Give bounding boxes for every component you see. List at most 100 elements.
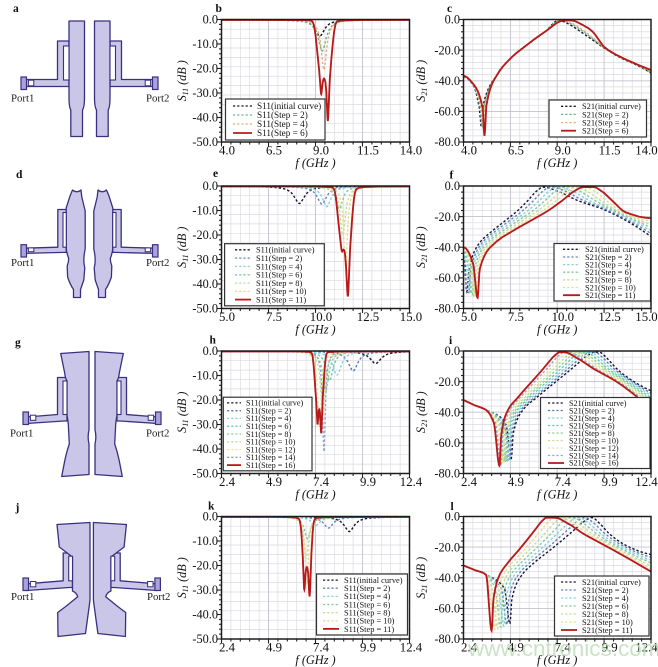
- svg-text:S11(Step = 12): S11(Step = 12): [246, 445, 296, 454]
- svg-text:j: j: [15, 502, 20, 514]
- svg-text:4.0: 4.0: [461, 144, 477, 158]
- svg-text:-20.0: -20.0: [192, 559, 218, 573]
- svg-text:7.5: 7.5: [266, 310, 282, 324]
- svg-text:-20.0: -20.0: [192, 228, 218, 242]
- svg-text:12.5: 12.5: [598, 310, 620, 324]
- svg-text:S11(Step = 6): S11(Step = 6): [246, 422, 292, 431]
- svg-text:7.4: 7.4: [313, 475, 330, 489]
- svg-text:7.4: 7.4: [555, 475, 572, 489]
- svg-text:-20.0: -20.0: [434, 210, 460, 224]
- svg-text:S21(Step = 16): S21(Step = 16): [569, 459, 619, 468]
- svg-text:0.0: 0.0: [203, 179, 218, 193]
- svg-text:-80.0: -80.0: [434, 467, 460, 481]
- svg-text:S21(initial curve): S21(initial curve): [569, 399, 627, 408]
- svg-text:S11(Step = 6): S11(Step = 6): [344, 600, 390, 609]
- svg-text:15.0: 15.0: [635, 310, 657, 324]
- svg-text:f (GHz ): f (GHz ): [537, 156, 577, 170]
- svg-text:9.0: 9.0: [313, 144, 329, 158]
- svg-text:12.4: 12.4: [635, 475, 658, 489]
- svg-text:S11(Step = 4): S11(Step = 4): [257, 119, 308, 129]
- svg-text:f (GHz ): f (GHz ): [295, 488, 335, 502]
- svg-text:f (GHz ): f (GHz ): [537, 323, 577, 337]
- svg-text:S11(initial curve): S11(initial curve): [344, 576, 403, 585]
- svg-text:S21(Step = 11): S21(Step = 11): [582, 626, 633, 635]
- svg-text:11.5: 11.5: [599, 144, 621, 158]
- svg-text:-10.0: -10.0: [192, 37, 218, 51]
- svg-text:4.0: 4.0: [219, 144, 235, 158]
- svg-text:S21(Step = 11): S21(Step = 11): [585, 291, 636, 300]
- svg-text:2.4: 2.4: [219, 641, 236, 655]
- svg-text:0.0: 0.0: [445, 13, 460, 27]
- svg-text:S21(Step = 4): S21(Step = 4): [585, 261, 632, 270]
- svg-text:S21(Step = 14): S21(Step = 14): [569, 451, 619, 460]
- svg-text:15.0: 15.0: [400, 310, 422, 324]
- svg-text:f (GHz ): f (GHz ): [295, 653, 335, 667]
- svg-text:f (GHz ): f (GHz ): [537, 653, 577, 667]
- svg-text:S21(Step = 6): S21(Step = 6): [582, 602, 629, 611]
- svg-text:9.0: 9.0: [555, 144, 571, 158]
- svg-text:2.4: 2.4: [219, 475, 236, 489]
- svg-text:-40.0: -40.0: [434, 405, 460, 419]
- svg-text:Port2: Port2: [146, 428, 169, 440]
- svg-text:12.5: 12.5: [357, 310, 379, 324]
- svg-text:Port1: Port1: [11, 591, 34, 603]
- svg-text:c: c: [447, 3, 452, 15]
- svg-text:S11(Step = 16): S11(Step = 16): [246, 461, 296, 470]
- svg-text:S11(Step = 10): S11(Step = 10): [344, 617, 395, 626]
- svg-text:S11(initial curve): S11(initial curve): [246, 399, 303, 408]
- svg-text:10.0: 10.0: [310, 310, 332, 324]
- svg-text:Port2: Port2: [147, 591, 170, 603]
- svg-text:-50.0: -50.0: [192, 302, 218, 316]
- svg-text:S11(Step = 2): S11(Step = 2): [344, 584, 390, 593]
- svg-text:0.0: 0.0: [203, 344, 218, 358]
- svg-text:-60.0: -60.0: [434, 436, 460, 450]
- svg-text:S11(Step = 11): S11(Step = 11): [344, 625, 394, 634]
- svg-text:12.4: 12.4: [400, 475, 423, 489]
- svg-text:S21(Step = 8): S21(Step = 8): [569, 429, 615, 438]
- svg-text:10.0: 10.0: [552, 310, 574, 324]
- svg-text:www.cntronics.com: www.cntronics.com: [467, 636, 658, 661]
- svg-text:S11(Step = 4): S11(Step = 4): [344, 592, 390, 601]
- svg-text:-60.0: -60.0: [434, 271, 460, 285]
- svg-text:f (GHz ): f (GHz ): [295, 323, 335, 337]
- svg-text:S11(Step = 2): S11(Step = 2): [257, 110, 308, 120]
- svg-text:i: i: [449, 335, 453, 347]
- svg-text:5.0: 5.0: [461, 310, 477, 324]
- svg-text:14.0: 14.0: [400, 144, 422, 158]
- svg-text:S21(Step = 8): S21(Step = 8): [582, 610, 629, 619]
- svg-text:-40.0: -40.0: [192, 111, 218, 125]
- svg-text:11.5: 11.5: [357, 144, 379, 158]
- svg-text:12.4: 12.4: [635, 641, 658, 655]
- svg-text:0.0: 0.0: [445, 344, 460, 358]
- svg-text:4.9: 4.9: [508, 475, 524, 489]
- svg-text:h: h: [210, 335, 217, 347]
- svg-text:S21(Step = 6): S21(Step = 6): [585, 268, 632, 277]
- svg-text:f: f: [450, 170, 454, 182]
- svg-text:S11(Step = 4): S11(Step = 4): [246, 414, 292, 423]
- svg-text:-40.0: -40.0: [434, 571, 460, 585]
- svg-text:4.9: 4.9: [266, 641, 282, 655]
- svg-text:S21(Step = 8): S21(Step = 8): [585, 276, 632, 285]
- svg-text:14.0: 14.0: [635, 144, 657, 158]
- svg-text:-40.0: -40.0: [434, 74, 460, 88]
- svg-text:Port1: Port1: [11, 93, 34, 105]
- svg-text:-10.0: -10.0: [192, 369, 218, 383]
- svg-text:e: e: [213, 168, 218, 180]
- svg-text:f (GHz ): f (GHz ): [295, 156, 335, 170]
- svg-text:S11(initial curve): S11(initial curve): [256, 246, 315, 255]
- svg-text:12.4: 12.4: [400, 641, 423, 655]
- svg-text:k: k: [208, 501, 215, 513]
- svg-text:S11(Step = 4): S11(Step = 4): [256, 262, 302, 271]
- svg-text:S21(Step = 6): S21(Step = 6): [582, 127, 629, 136]
- svg-text:9.9: 9.9: [602, 475, 618, 489]
- svg-text:5.0: 5.0: [219, 310, 235, 324]
- svg-text:-20.0: -20.0: [434, 540, 460, 554]
- svg-text:-50.0: -50.0: [192, 467, 218, 481]
- svg-text:d: d: [16, 169, 23, 181]
- svg-text:S11(Step = 10): S11(Step = 10): [256, 287, 307, 296]
- svg-text:0.0: 0.0: [445, 510, 460, 524]
- svg-text:-30.0: -30.0: [192, 583, 218, 597]
- svg-text:-80.0: -80.0: [434, 135, 460, 149]
- svg-text:4.9: 4.9: [266, 475, 282, 489]
- svg-text:S11(Step = 2): S11(Step = 2): [256, 254, 302, 263]
